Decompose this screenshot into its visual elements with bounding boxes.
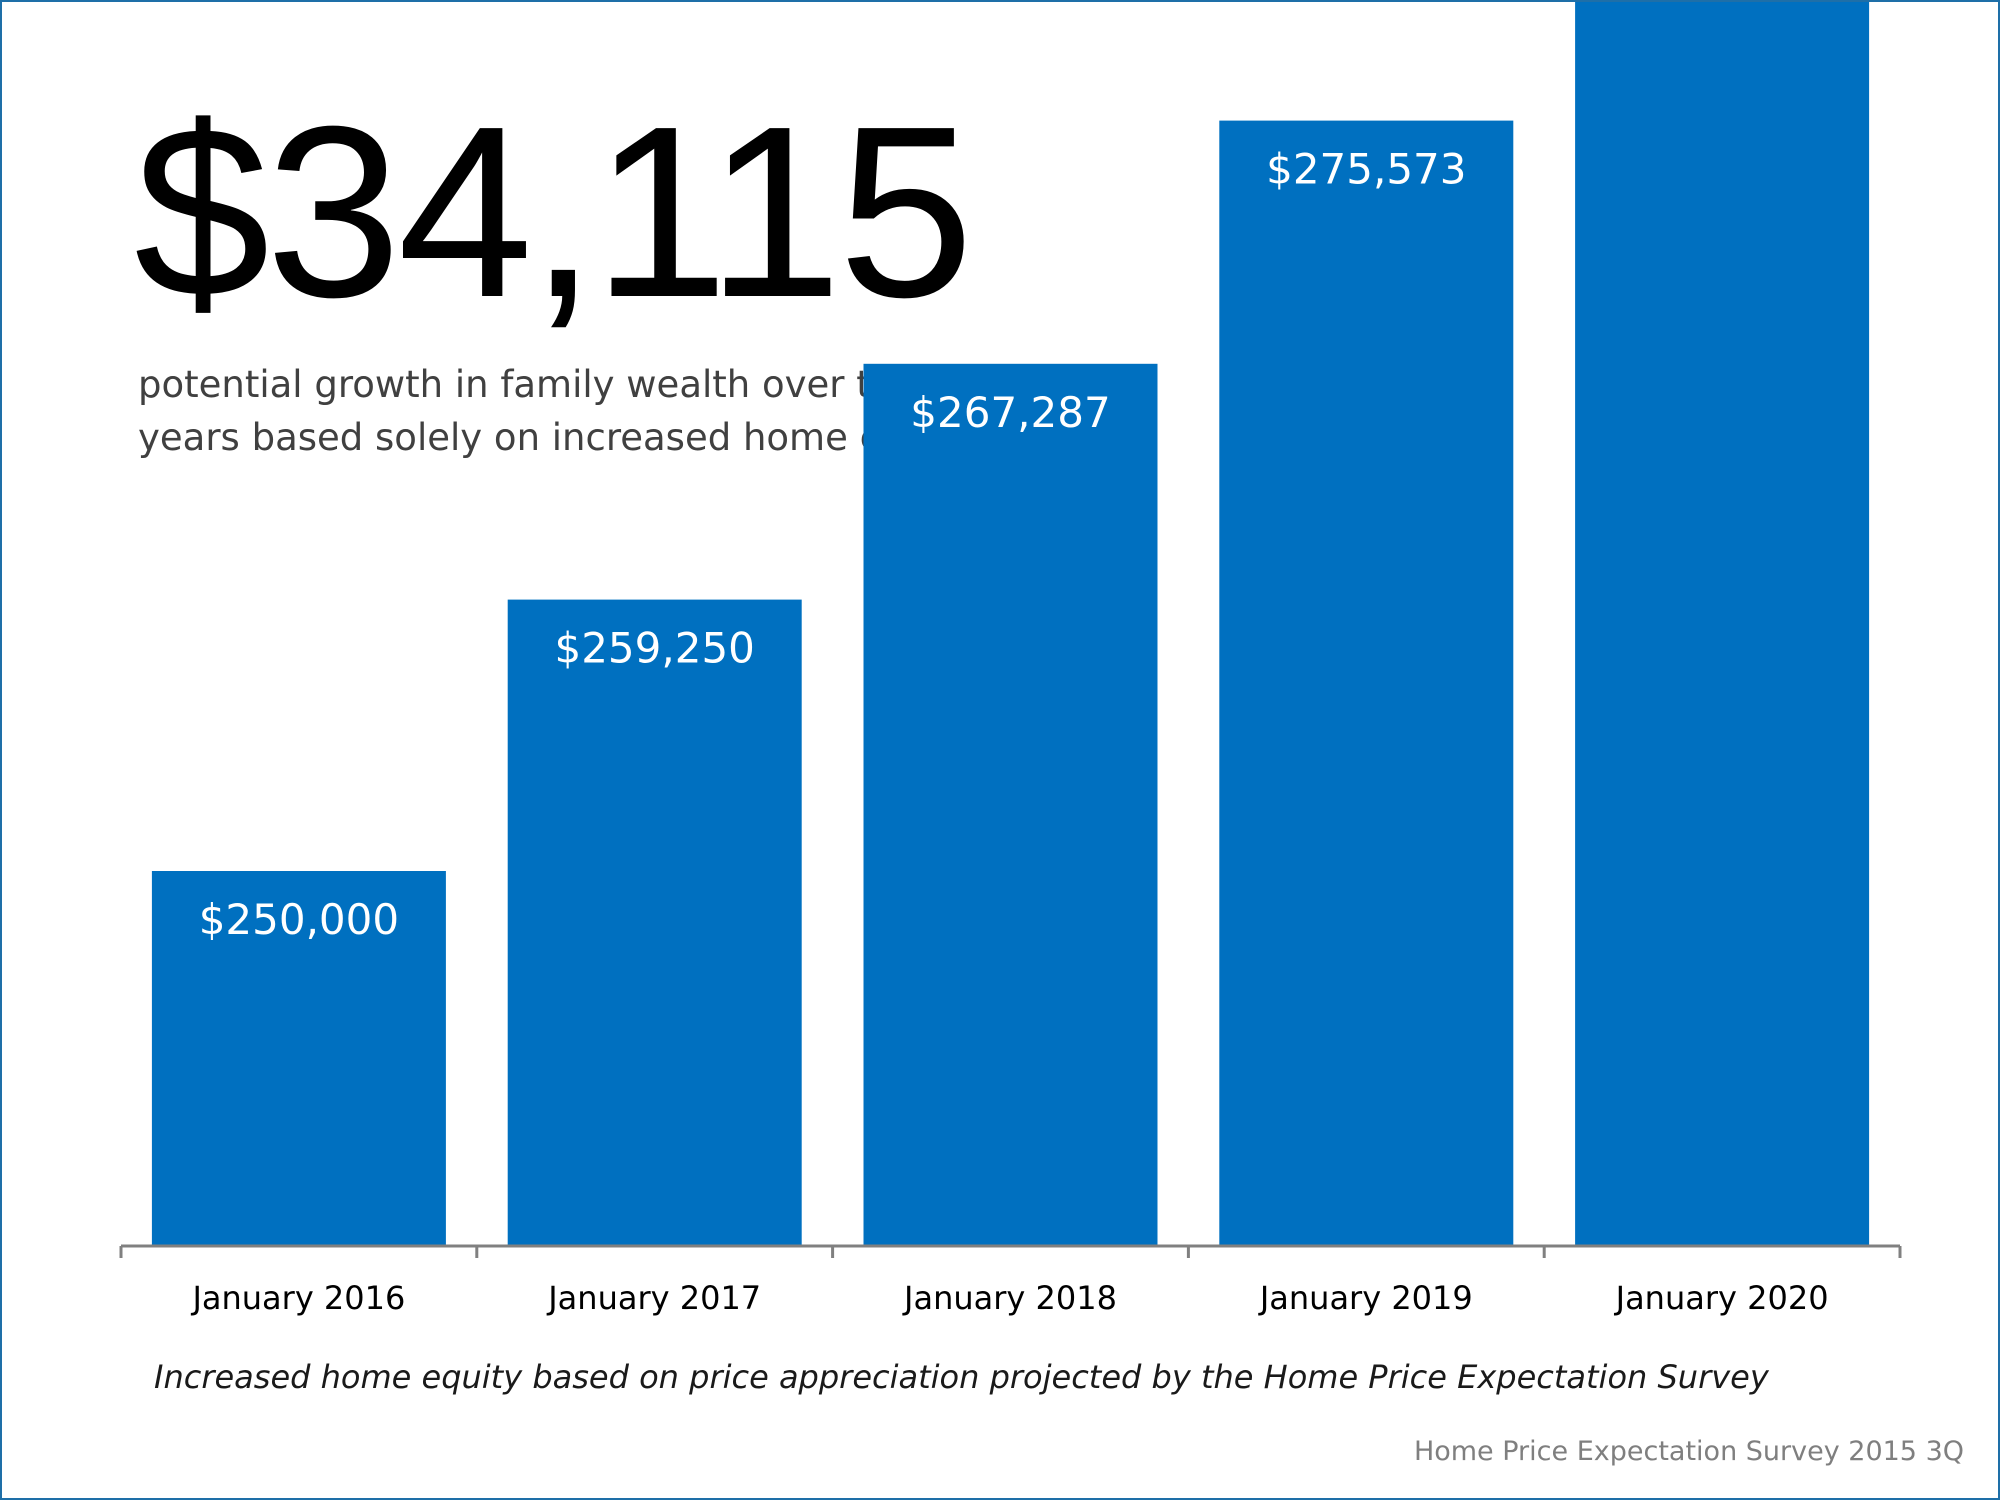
bar-value-label-3: $267,287: [910, 388, 1110, 437]
category-label-3: January 2018: [902, 1279, 1117, 1317]
footnote: Increased home equity based on price app…: [154, 1358, 1769, 1396]
labels-layer: $250,000 January 2016 $259,250 January 2017…: [190, 145, 1829, 1317]
category-label-4: January 2019: [1258, 1279, 1473, 1317]
x-axis: [119, 1244, 1902, 1258]
category-label-5: January 2020: [1614, 1279, 1829, 1317]
bar-2: [507, 599, 802, 1246]
bar-5: [1575, 2, 1870, 1246]
source-credit: Home Price Expectation Survey 2015 3Q: [1413, 1436, 1964, 1467]
bar-1: [151, 871, 446, 1246]
bar-3: [863, 363, 1158, 1246]
category-label-1: January 2016: [190, 1279, 405, 1317]
bar-value-label-2: $259,250: [554, 624, 754, 673]
bars-layer: [151, 2, 1870, 1247]
category-label-2: January 2017: [546, 1279, 761, 1317]
bar-value-label-4: $275,573: [1266, 145, 1466, 194]
headline-value: $34,115: [134, 75, 974, 348]
bar-value-label-1: $250,000: [199, 895, 399, 944]
bar-4: [1219, 120, 1514, 1247]
